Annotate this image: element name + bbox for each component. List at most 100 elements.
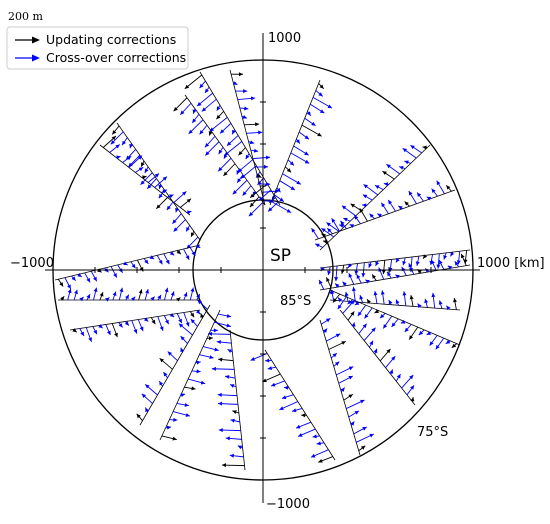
crossover-correction-arrow — [387, 199, 396, 212]
crossover-correction-arrow — [312, 434, 320, 439]
updating-correction-arrow — [141, 175, 147, 180]
crossover-correction-arrow — [329, 289, 334, 294]
crossover-correction-arrow — [347, 299, 354, 305]
crossover-correction-arrow — [386, 163, 401, 175]
updating-correction-arrow — [343, 393, 354, 401]
crossover-correction-arrow — [354, 263, 359, 275]
crossover-correction-arrow — [241, 114, 248, 119]
updating-correction-arrow — [359, 208, 368, 222]
latitude-75S-label: 75°S — [417, 425, 448, 440]
crossover-correction-arrow — [73, 289, 78, 301]
crossover-correction-arrow — [85, 327, 93, 343]
updating-correction-arrow — [321, 233, 326, 238]
crossover-correction-arrow — [158, 380, 164, 387]
crossover-correction-arrow — [431, 188, 438, 197]
crossover-correction-arrow — [363, 183, 379, 196]
crossover-correction-arrow — [105, 324, 111, 336]
crossover-correction-arrow — [436, 180, 445, 194]
crossover-correction-arrow — [395, 373, 401, 382]
crossover-correction-arrow — [369, 213, 375, 220]
crossover-correction-arrow — [218, 428, 241, 433]
south-pole-label: SP — [270, 246, 291, 266]
track-line — [229, 69, 266, 206]
crossover-correction-arrow — [279, 401, 298, 411]
crossover-correction-arrow — [109, 144, 120, 153]
crossover-correction-arrow — [163, 253, 170, 265]
updating-correction-arrow — [238, 147, 246, 156]
updating-correction-arrow — [140, 160, 145, 167]
track-corrections — [54, 69, 471, 471]
crossover-correction-arrow — [383, 182, 389, 187]
track-line — [54, 244, 201, 281]
crossover-correction-arrow — [404, 160, 411, 165]
crossover-correction-arrow — [373, 348, 378, 355]
axis-label-left: −1000 — [10, 256, 54, 271]
crossover-correction-arrow — [276, 187, 281, 193]
crossover-correction-arrow — [391, 318, 399, 328]
crossover-correction-arrow — [209, 116, 228, 132]
crossover-correction-arrow — [86, 293, 91, 301]
crossover-correction-arrow — [267, 201, 279, 212]
crossover-correction-arrow — [312, 96, 333, 109]
crossover-correction-arrow — [154, 176, 168, 188]
crossover-correction-arrow — [178, 323, 193, 336]
crossover-correction-arrow — [169, 251, 175, 256]
crossover-correction-arrow — [368, 261, 373, 268]
crossover-correction-arrow — [369, 340, 374, 348]
crossover-correction-arrow — [224, 374, 236, 379]
updating-correction-arrow — [463, 250, 468, 264]
crossover-correction-arrow — [377, 213, 382, 218]
arrow-scale-label: 200 m — [8, 10, 43, 23]
crossover-correction-arrow — [283, 385, 290, 390]
crossover-correction-arrow — [416, 192, 424, 202]
crossover-correction-arrow — [362, 203, 367, 208]
updating-correction-arrow — [451, 343, 458, 349]
crossover-correction-arrow — [378, 267, 385, 280]
updating-correction-arrow — [381, 260, 386, 275]
axis-label-bottom: −1000 — [266, 497, 310, 512]
crossover-correction-arrow — [379, 313, 386, 319]
updating-correction-arrow — [379, 348, 391, 362]
crossover-correction-arrow — [344, 291, 349, 302]
crossover-correction-arrow — [240, 165, 257, 179]
crossover-correction-arrow — [130, 261, 136, 269]
updating-correction-arrow — [460, 253, 467, 266]
crossover-correction-arrow — [163, 315, 170, 325]
crossover-correction-arrow — [435, 337, 445, 350]
updating-correction-arrow — [347, 311, 355, 321]
crossover-correction-arrow — [71, 275, 77, 281]
updating-correction-arrow — [57, 278, 64, 287]
crossover-correction-arrow — [410, 144, 422, 154]
updating-correction-arrow — [72, 328, 77, 333]
crossover-correction-arrow — [426, 331, 432, 336]
crossover-correction-arrow — [340, 387, 346, 393]
crossover-correction-arrow — [201, 98, 217, 112]
updating-correction-arrow — [206, 336, 213, 341]
crossover-correction-arrow — [338, 375, 354, 384]
crossover-correction-arrow — [375, 260, 380, 267]
crossover-correction-arrow — [169, 417, 178, 422]
crossover-correction-arrow — [348, 410, 360, 418]
legend-box — [6, 26, 189, 70]
crossover-correction-arrow — [385, 355, 396, 368]
updating-correction-arrow — [208, 130, 213, 136]
crossover-correction-arrow — [295, 138, 301, 144]
crossover-correction-arrow — [231, 129, 236, 135]
crossover-correction-arrow — [204, 135, 216, 148]
crossover-correction-arrow — [318, 279, 325, 290]
crossover-correction-arrow — [149, 255, 155, 260]
track-line — [319, 144, 431, 251]
crossover-correction-arrow — [115, 155, 121, 160]
updating-correction-arrow — [332, 293, 341, 303]
crossover-correction-arrow — [282, 173, 302, 185]
crossover-correction-arrow — [281, 394, 294, 400]
crossover-correction-arrow — [172, 213, 182, 224]
updating-correction-arrow — [189, 311, 195, 318]
crossover-correction-arrow — [189, 287, 195, 301]
crossover-correction-arrow — [380, 290, 385, 305]
crossover-correction-arrow — [173, 219, 186, 232]
crossover-correction-arrow — [331, 218, 340, 232]
crossover-correction-arrow — [197, 299, 208, 310]
crossover-correction-arrow — [118, 322, 123, 328]
track-line — [116, 122, 201, 241]
